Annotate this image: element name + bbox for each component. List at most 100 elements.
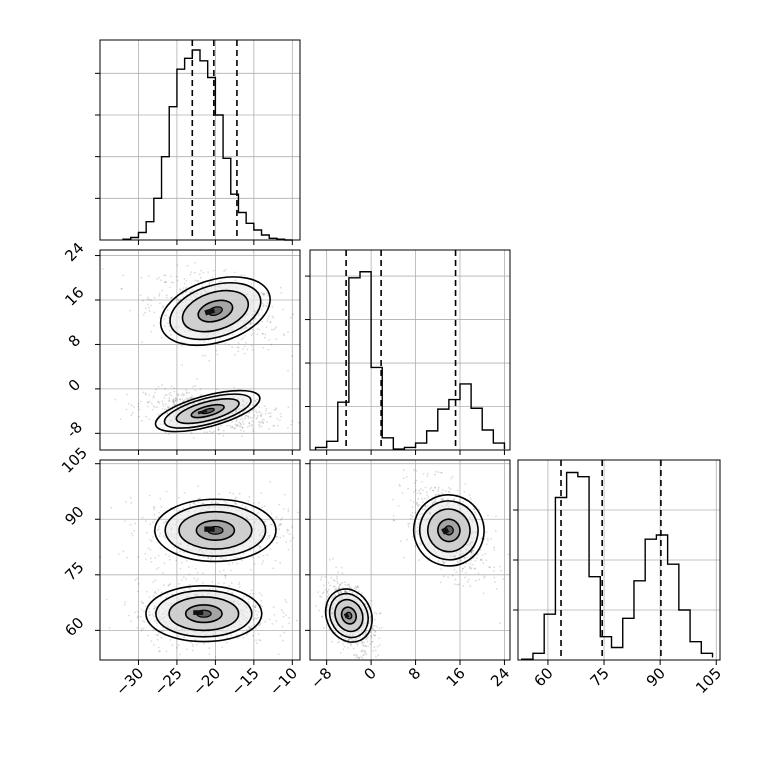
x2-vs-x3-point (326, 591, 329, 593)
x1-vs-x2-point (164, 408, 166, 411)
x1-vs-x3-point (148, 596, 151, 599)
x1-vs-x3-point (129, 523, 132, 526)
x1-vs-x2-point (169, 297, 172, 299)
x2-vs-x3-point (441, 489, 444, 491)
x2-vs-x3-point (339, 652, 342, 654)
x1-vs-x2-point (121, 287, 123, 290)
x2-vs-x3-xtick-label-3: 16 (443, 664, 469, 690)
x2-vs-x3-point (432, 489, 435, 492)
x1-vs-x2-point (171, 385, 173, 388)
x1-vs-x2-point (262, 294, 265, 297)
x1-vs-x2-point (161, 408, 164, 410)
x1-vs-x3-point (169, 583, 172, 585)
x1-vs-x3-point (177, 635, 180, 637)
x1-vs-x3-point (287, 548, 290, 551)
x1-vs-x3-point (152, 595, 155, 597)
x2-vs-x3-point (374, 611, 376, 614)
x2-vs-x3-point (356, 594, 358, 596)
x1-vs-x2-point (279, 419, 281, 422)
x1-vs-x3-point (193, 501, 195, 504)
x1-vs-x2-point (250, 334, 253, 337)
x1-vs-x3-point (159, 595, 162, 598)
x1-vs-x3-point (153, 615, 155, 618)
x1-vs-x2-point (230, 426, 233, 429)
x2-vs-x3-point (338, 584, 341, 586)
x2-vs-x3-point (441, 492, 444, 495)
x2-vs-x3-point (330, 576, 333, 579)
x1-vs-x2-point (153, 324, 155, 327)
x2-vs-x3-point (479, 559, 482, 562)
x1-vs-x2-point (206, 431, 209, 434)
x1-vs-x3-point (194, 568, 197, 570)
x2-vs-x3-point (440, 568, 442, 570)
x1-vs-x2-point (184, 398, 187, 401)
x1-vs-x3-point (149, 523, 152, 526)
x1-vs-x3-point (221, 556, 224, 559)
x1-vs-x2-point (275, 338, 278, 341)
x2-vs-x3-point (372, 650, 374, 652)
x1-vs-x3-point (224, 574, 227, 577)
x2-vs-x3-point (492, 570, 495, 573)
x2-vs-x3-point (347, 642, 350, 644)
x1-vs-x2-point (164, 281, 167, 284)
x2-vs-x3-point (374, 649, 377, 652)
x2-vs-x3-point (398, 484, 401, 486)
x1-vs-x2-point (167, 405, 169, 408)
x1-vs-x2-point (151, 408, 154, 411)
x1-vs-x2-point (269, 412, 272, 415)
x1-vs-x2-point (273, 409, 276, 411)
x1-vs-x2-point (163, 318, 166, 320)
x1-vs-x2-point (152, 396, 155, 399)
x1-vs-x3-ytick-label-0: 60 (61, 614, 87, 640)
x2-vs-x3-point (466, 580, 469, 583)
x2-vs-x3-point (361, 641, 364, 643)
x2-vs-x3-point (494, 581, 496, 583)
x1-vs-x2-point (178, 398, 181, 401)
x1-vs-x3-point (176, 646, 178, 649)
x1-vs-x3-point (249, 627, 252, 630)
x1-vs-x3-point (148, 611, 151, 614)
x2-vs-x3-point (432, 489, 434, 492)
x2-vs-x3-point (320, 576, 323, 579)
x1-vs-x3-point (153, 592, 156, 594)
x2-vs-x3-point (479, 549, 482, 551)
x2-vs-x3-point (340, 566, 343, 569)
x1-vs-x3-point (275, 536, 278, 538)
x1-vs-x3-point (158, 528, 160, 530)
x1-vs-x2-point (179, 289, 182, 291)
x1-vs-x3-point (285, 614, 287, 616)
x1-vs-x2-point (270, 328, 273, 331)
x1-vs-x2-point (222, 429, 225, 432)
x1-vs-x2-point (268, 339, 271, 341)
x1-vs-x2-point (275, 326, 278, 328)
x2-vs-x3-point (461, 570, 464, 573)
x1-vs-x3-point (169, 638, 172, 641)
x1-vs-x3-point (248, 627, 251, 630)
x1-vs-x3-point (202, 572, 205, 574)
x2-vs-x3-point (322, 591, 325, 593)
diag-1-hist-step (122, 49, 293, 241)
x2-vs-x3-point (483, 576, 486, 579)
x1-vs-x2-point (279, 286, 282, 289)
x2-vs-x3-point (420, 512, 423, 515)
x1-vs-x2-point (169, 391, 172, 394)
x2-vs-x3-point (347, 583, 350, 586)
x2-vs-x3-point (360, 656, 363, 658)
x1-vs-x2-ytick-label-0: -8 (63, 418, 86, 441)
x1-vs-x2-point (267, 412, 270, 414)
x2-vs-x3-point (439, 581, 442, 584)
x1-vs-x3-point (259, 547, 261, 549)
x1-vs-x2-point (269, 320, 272, 323)
x1-vs-x2-point (181, 398, 184, 400)
x2-vs-x3-point (426, 475, 429, 477)
x2-vs-x3-point (468, 565, 471, 568)
x2-vs-x3-point (346, 591, 348, 593)
x1-vs-x2-point (291, 420, 294, 423)
x1-vs-x3-point (241, 504, 244, 507)
x2-vs-x3-point (413, 469, 415, 471)
x2-vs-x3-point (361, 642, 364, 644)
x2-vs-x3-point (320, 596, 323, 598)
x1-vs-x3-point (272, 567, 274, 570)
x2-vs-x3-point (350, 643, 353, 645)
x2-vs-x3-point (488, 566, 490, 568)
